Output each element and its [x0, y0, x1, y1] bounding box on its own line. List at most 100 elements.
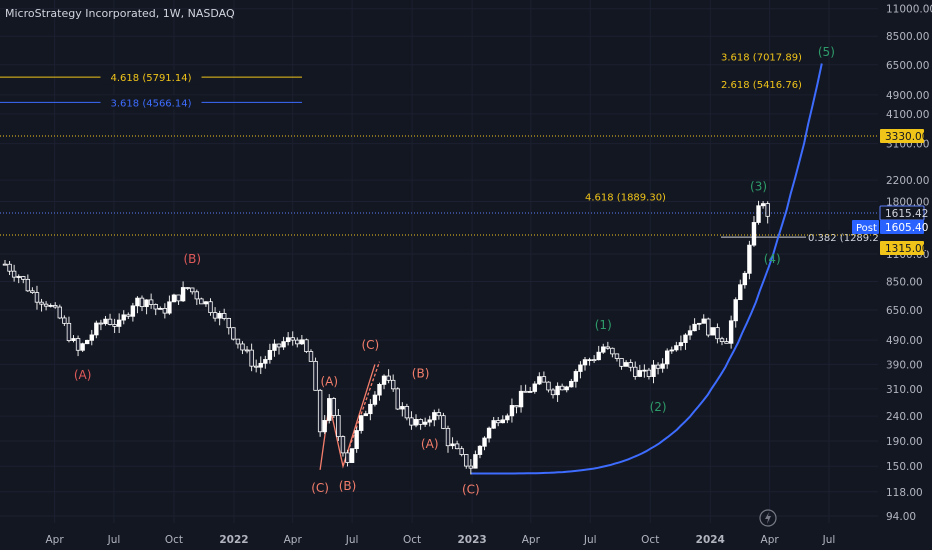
candle	[400, 402, 405, 417]
candle	[62, 315, 67, 327]
candle	[674, 341, 679, 352]
candle	[139, 295, 145, 312]
x-tick-label: Apr	[284, 534, 303, 546]
candle	[701, 314, 706, 324]
candle	[217, 310, 222, 326]
candle	[409, 411, 414, 430]
zigzag-dashed	[342, 361, 381, 467]
candle	[738, 279, 743, 301]
candle	[103, 315, 108, 326]
candle	[436, 408, 442, 420]
wave-label: (C)	[361, 338, 379, 352]
candle	[619, 358, 624, 370]
candle	[171, 293, 177, 303]
wave-label: (A)	[320, 374, 338, 388]
candle	[153, 303, 158, 316]
candle	[331, 397, 337, 419]
candle	[687, 325, 693, 340]
candle	[80, 342, 85, 352]
candle	[459, 446, 464, 457]
candle	[253, 359, 259, 373]
price-line-label: 3330.00	[885, 131, 928, 143]
candle	[514, 405, 519, 414]
candle	[724, 337, 729, 344]
candle	[441, 412, 446, 430]
parabolic-curve	[470, 63, 823, 475]
candle	[57, 304, 63, 320]
candle	[107, 313, 113, 326]
candle	[281, 336, 286, 350]
price-line-label: 1615.42	[885, 208, 928, 220]
candle	[765, 201, 770, 224]
candle	[235, 338, 241, 349]
candle	[285, 332, 291, 346]
time-axis[interactable]: Apr Jul Oct 2022 Apr Jul Oct 2023 Apr Jul Oct 2024 A…	[45, 534, 835, 546]
candle	[665, 348, 670, 369]
candles	[2, 200, 770, 475]
candle	[614, 353, 620, 362]
candle	[473, 450, 478, 469]
candle	[454, 440, 460, 450]
price-line-label-bg	[880, 129, 924, 144]
candle	[372, 391, 378, 407]
candle	[683, 333, 688, 350]
candle	[642, 364, 647, 378]
candle	[30, 287, 35, 294]
candle	[322, 415, 327, 435]
candle	[176, 294, 181, 305]
fib-level-label: 0.382 (1289.27)	[808, 233, 889, 244]
candle	[317, 388, 323, 437]
candle	[669, 346, 674, 354]
post-value: 1605.40	[885, 222, 928, 234]
wave-label: (B)	[412, 366, 430, 380]
candle	[299, 334, 305, 346]
candle	[541, 371, 547, 383]
candle	[167, 295, 172, 315]
candle	[203, 301, 209, 307]
candle	[327, 394, 332, 424]
candle	[381, 374, 387, 390]
candle	[710, 327, 716, 336]
fib-level-label: 4.618 (5791.14)	[111, 73, 192, 84]
candle	[94, 320, 99, 339]
candle	[135, 296, 140, 314]
wave-label: (2)	[650, 400, 667, 414]
candle	[121, 310, 126, 325]
candle	[651, 360, 656, 384]
lightning-icon[interactable]	[759, 509, 777, 527]
candle	[518, 385, 524, 413]
candle	[89, 329, 94, 346]
candle	[231, 327, 236, 341]
y-tick-label: 118.00	[886, 487, 923, 499]
y-tick-label: 4100.00	[886, 109, 929, 121]
y-tick-label: 190.00	[886, 436, 923, 448]
candle	[158, 306, 163, 310]
candle	[601, 343, 606, 354]
y-tick-label: 1800.00	[886, 197, 929, 209]
candle	[445, 425, 451, 453]
candle	[112, 318, 117, 334]
candle	[555, 382, 560, 402]
candle	[98, 319, 104, 331]
price-axis[interactable]: 11000.008500.006500.004900.004100.003100…	[878, 0, 932, 550]
candle	[760, 201, 766, 209]
candle	[345, 449, 350, 467]
candle	[464, 454, 469, 469]
candle	[660, 358, 665, 373]
candle	[742, 270, 748, 289]
candle	[148, 293, 154, 309]
y-tick-label: 390.00	[886, 359, 923, 371]
candle	[637, 364, 642, 378]
x-tick-label: Apr	[45, 534, 64, 546]
candle	[706, 317, 711, 338]
candle	[509, 398, 515, 423]
x-tick-label: Apr	[522, 534, 541, 546]
candle	[190, 287, 195, 295]
candle	[16, 274, 21, 284]
post-tag-bg	[852, 220, 879, 235]
fib-label-bg	[100, 95, 202, 110]
candle	[491, 416, 496, 429]
candle	[751, 216, 757, 247]
x-tick-label: Oct	[165, 534, 183, 546]
